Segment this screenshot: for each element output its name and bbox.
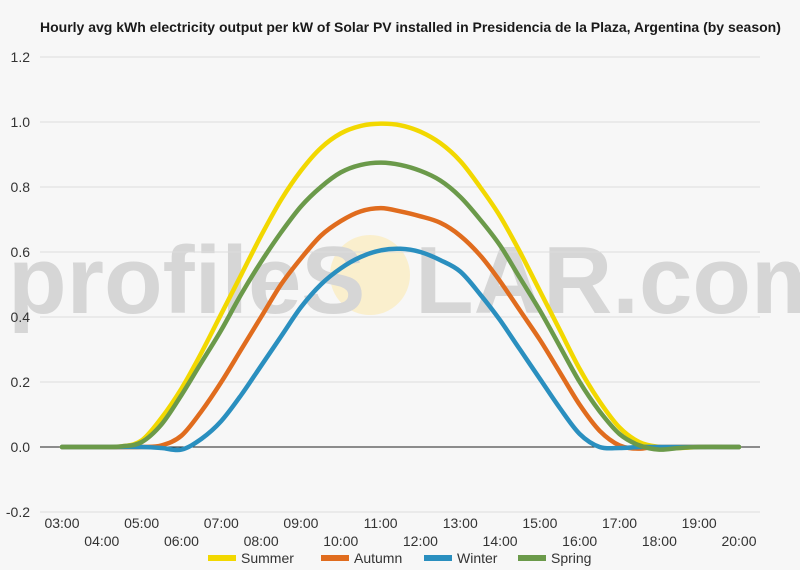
watermark-sun-icon (330, 235, 410, 315)
x-tick-label: 20:00 (721, 533, 756, 549)
x-tick-label: 06:00 (164, 533, 199, 549)
x-tick-label: 09:00 (283, 515, 318, 531)
y-axis: -0.2 0.0 0.2 0.4 0.6 0.8 1.0 1.2 (6, 49, 30, 520)
x-tick-label: 16:00 (562, 533, 597, 549)
x-tick-label: 14:00 (483, 533, 518, 549)
x-tick-label: 07:00 (204, 515, 239, 531)
legend-swatch-winter (424, 555, 452, 561)
x-tick-label: 17:00 (602, 515, 637, 531)
y-tick-label: 0.0 (11, 439, 31, 455)
legend-swatch-autumn (321, 555, 349, 561)
x-tick-label: 13:00 (443, 515, 478, 531)
legend-swatch-spring (518, 555, 546, 561)
x-tick-label: 15:00 (522, 515, 557, 531)
x-tick-label: 05:00 (124, 515, 159, 531)
y-tick-label: -0.2 (6, 504, 30, 520)
series-line-winter (59, 246, 742, 453)
legend-label-autumn: Autumn (354, 550, 402, 566)
watermark: profileS LAR.com (8, 227, 800, 334)
series-line-spring (59, 160, 742, 452)
watermark-text-right: LAR.com (415, 227, 800, 334)
watermark-text-left: profileS (8, 227, 365, 334)
legend-label-spring: Spring (551, 550, 591, 566)
y-tick-label: 0.8 (11, 179, 31, 195)
y-tick-label: 0.6 (11, 244, 31, 260)
legend-label-summer: Summer (241, 550, 294, 566)
legend-swatch-summer (208, 555, 236, 561)
grid (40, 56, 760, 513)
legend: Summer Autumn Winter Spring (208, 550, 591, 566)
series-group (59, 121, 742, 453)
legend-label-winter: Winter (457, 550, 498, 566)
y-tick-label: 1.0 (11, 114, 31, 130)
series-line-autumn (59, 205, 742, 451)
y-tick-label: 1.2 (11, 49, 31, 65)
y-tick-label: 0.4 (11, 309, 31, 325)
x-tick-label: 12:00 (403, 533, 438, 549)
y-tick-label: 0.2 (11, 374, 31, 390)
series-line-summer (59, 121, 742, 451)
x-tick-label: 04:00 (84, 533, 119, 549)
chart-title: Hourly avg kWh electricity output per kW… (40, 19, 781, 35)
x-tick-label: 18:00 (642, 533, 677, 549)
x-tick-label: 08:00 (244, 533, 279, 549)
x-tick-label: 19:00 (682, 515, 717, 531)
x-tick-label: 11:00 (364, 515, 398, 531)
x-tick-label: 10:00 (323, 533, 358, 549)
x-tick-label: 03:00 (44, 515, 79, 531)
